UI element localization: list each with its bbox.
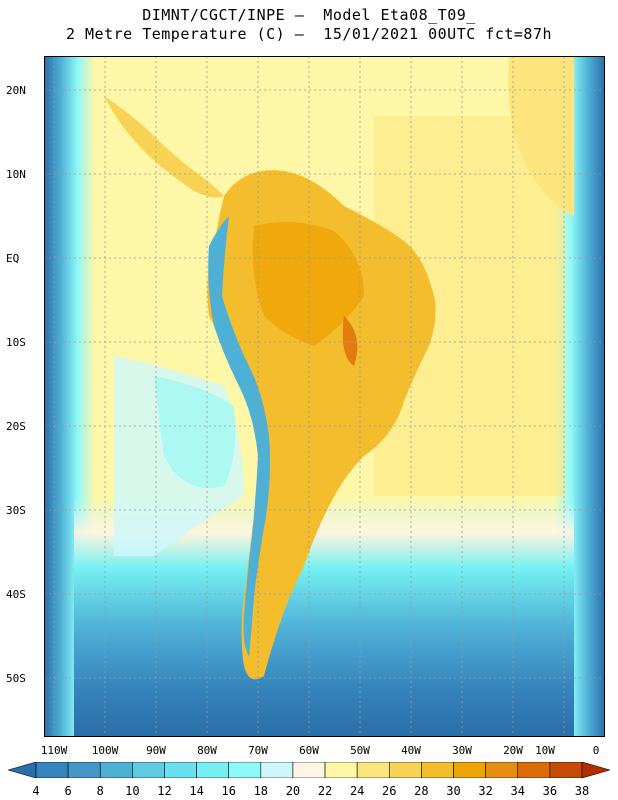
lat-label: 40S <box>6 588 26 601</box>
colorbar-tick-label: 10 <box>125 784 140 798</box>
colorbar-tick-label: 16 <box>221 784 236 798</box>
colorbar-segment <box>421 762 454 778</box>
colorbar-arrow-left <box>8 762 37 778</box>
lat-label: EQ <box>6 252 20 265</box>
lat-label: 20S <box>6 420 26 433</box>
lon-label: 10W <box>535 744 555 757</box>
colorbar-tick-label: 18 <box>253 784 269 798</box>
colorbar-tick-label: 38 <box>574 784 590 798</box>
lon-label: 100W <box>91 744 119 757</box>
lat-label: 20N <box>6 84 26 97</box>
title-line-2: 2 Metre Temperature (C) – 15/01/2021 00U… <box>65 25 553 43</box>
lon-label: 60W <box>299 744 319 757</box>
colorbar-segment <box>324 762 358 778</box>
colorbar-tick-label: 20 <box>285 784 301 798</box>
colorbar-segment <box>99 762 133 778</box>
colorbar-segment <box>132 762 165 778</box>
colorbar-segment <box>388 762 422 778</box>
colorbar-segment <box>292 762 326 778</box>
colorbar-tick-label: 24 <box>349 784 365 798</box>
temperature-colorbar <box>8 762 610 778</box>
lon-label: 80W <box>197 744 217 757</box>
lon-label: 110W <box>40 744 68 757</box>
colorbar-tick-label: 32 <box>478 784 493 798</box>
lon-label: 50W <box>350 744 370 757</box>
lon-label: 0 <box>592 744 600 757</box>
colorbar-tick-label: 26 <box>382 784 397 798</box>
lat-label: 10N <box>6 168 26 181</box>
colorbar-arrow-right <box>581 762 610 778</box>
colorbar-tick-label: 36 <box>542 784 558 798</box>
colorbar-segment <box>517 762 551 778</box>
lon-label: 70W <box>248 744 268 757</box>
lat-label: 50S <box>6 672 26 685</box>
colorbar-tick-label: 22 <box>317 784 333 798</box>
colorbar-tick-label: 4 <box>32 784 40 798</box>
colorbar-tick-label: 8 <box>96 784 104 798</box>
colorbar-segment <box>356 762 390 778</box>
lon-label: 30W <box>452 744 472 757</box>
lat-label: 10S <box>6 336 26 349</box>
colorbar-segment <box>35 762 69 778</box>
lon-label: 20W <box>503 744 523 757</box>
colorbar-segment <box>549 762 583 778</box>
colorbar-tick-label: 34 <box>510 784 525 798</box>
colorbar-tick-label: 30 <box>446 784 461 798</box>
colorbar-segment <box>260 762 294 778</box>
colorbar-segment <box>485 762 519 778</box>
colorbar-segment <box>164 762 197 778</box>
colorbar-segment <box>228 762 262 778</box>
lon-label: 40W <box>401 744 421 757</box>
colorbar-tick-label: 12 <box>157 784 172 798</box>
colorbar-segment <box>196 762 230 778</box>
lon-label: 90W <box>146 744 166 757</box>
colorbar-tick-label: 28 <box>414 784 429 798</box>
colorbar-tick-label: 14 <box>189 784 204 798</box>
lat-label: 30S <box>6 504 26 517</box>
colorbar-tick-label: 6 <box>64 784 72 798</box>
temperature-map <box>44 56 605 737</box>
title-line-1: DIMNT/CGCT/INPE – Model Eta08_T09_ <box>142 6 476 24</box>
colorbar-segment <box>453 762 486 778</box>
colorbar-segment <box>67 762 101 778</box>
